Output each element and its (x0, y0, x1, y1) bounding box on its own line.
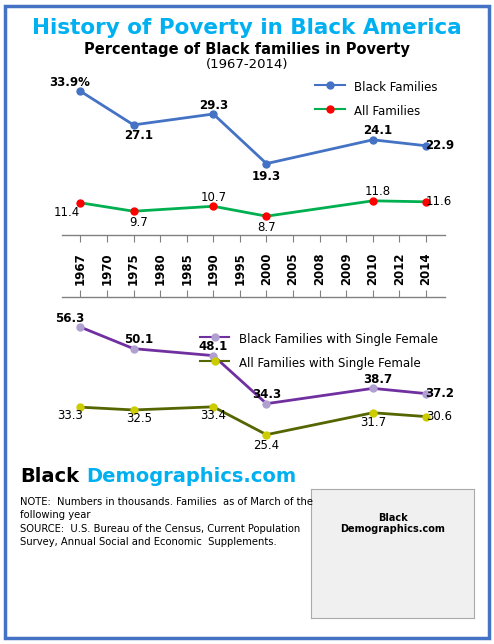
Text: (1967-2014): (1967-2014) (206, 58, 288, 71)
Text: 27.1: 27.1 (124, 129, 153, 142)
Text: 22.9: 22.9 (425, 139, 454, 152)
Text: 8.7: 8.7 (257, 221, 276, 234)
Text: 33.4: 33.4 (200, 409, 226, 422)
Text: 33.9%: 33.9% (49, 76, 90, 89)
Text: 10.7: 10.7 (200, 191, 226, 204)
Text: 19.3: 19.3 (252, 169, 281, 182)
Text: 29.3: 29.3 (199, 99, 228, 111)
Text: History of Poverty in Black America: History of Poverty in Black America (32, 18, 462, 38)
Text: 25.4: 25.4 (253, 439, 280, 451)
Text: 11.6: 11.6 (426, 195, 453, 208)
Text: NOTE:  Numbers in thousands. Families  as of March of the
following year
SOURCE:: NOTE: Numbers in thousands. Families as … (20, 497, 313, 547)
Text: 38.7: 38.7 (364, 373, 393, 386)
Text: 30.6: 30.6 (426, 410, 453, 423)
Text: 11.8: 11.8 (365, 185, 391, 198)
Text: 11.4: 11.4 (54, 206, 80, 219)
Text: 32.5: 32.5 (126, 412, 152, 425)
Text: 34.3: 34.3 (252, 388, 281, 401)
Text: 33.3: 33.3 (57, 410, 82, 422)
Text: Demographics.com: Demographics.com (86, 467, 296, 486)
Text: 50.1: 50.1 (124, 334, 154, 346)
Text: Black
Demographics.com: Black Demographics.com (340, 513, 445, 535)
Text: 31.7: 31.7 (360, 416, 386, 429)
Legend: Black Families, All Families: Black Families, All Families (311, 75, 443, 123)
Text: 9.7: 9.7 (129, 216, 148, 229)
Text: 56.3: 56.3 (55, 312, 84, 325)
Legend: Black Families with Single Female, All Families with Single Female: Black Families with Single Female, All F… (195, 327, 443, 375)
Text: Black: Black (20, 467, 79, 486)
Text: 48.1: 48.1 (199, 341, 228, 354)
Text: Percentage of Black families in Poverty: Percentage of Black families in Poverty (84, 42, 410, 57)
Text: 24.1: 24.1 (364, 124, 393, 137)
Text: 37.2: 37.2 (425, 387, 454, 400)
